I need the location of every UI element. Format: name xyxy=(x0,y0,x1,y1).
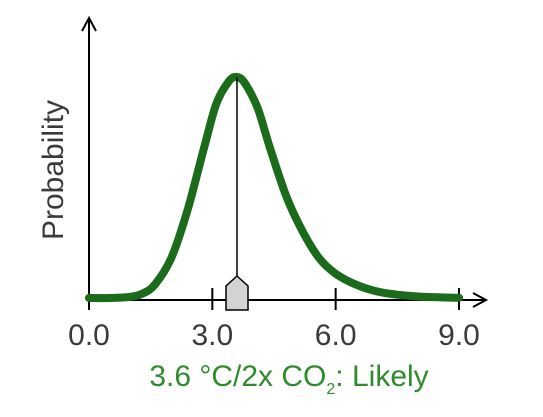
caption-end: : Likely xyxy=(335,360,428,393)
central-estimate-marker xyxy=(225,274,249,311)
y-axis-arrowhead xyxy=(81,15,97,32)
chart-caption: 3.6 °C/2x CO2: Likely xyxy=(149,360,428,398)
caption-main: 3.6 °C/2x CO xyxy=(149,360,326,393)
probability-curve xyxy=(85,72,463,303)
x-tick-label: 9.0 xyxy=(438,319,480,352)
x-tick-label: 6.0 xyxy=(315,319,357,352)
x-tick-label: 3.0 xyxy=(191,319,233,352)
x-tick-label: 0.0 xyxy=(68,319,110,352)
caption-subscript: 2 xyxy=(326,381,335,398)
axes xyxy=(81,15,489,308)
x-tick-labels: 0.0 3.0 6.0 9.0 xyxy=(68,319,480,352)
x-axis-arrowhead xyxy=(472,292,489,308)
y-axis-title: Probability xyxy=(37,100,70,240)
